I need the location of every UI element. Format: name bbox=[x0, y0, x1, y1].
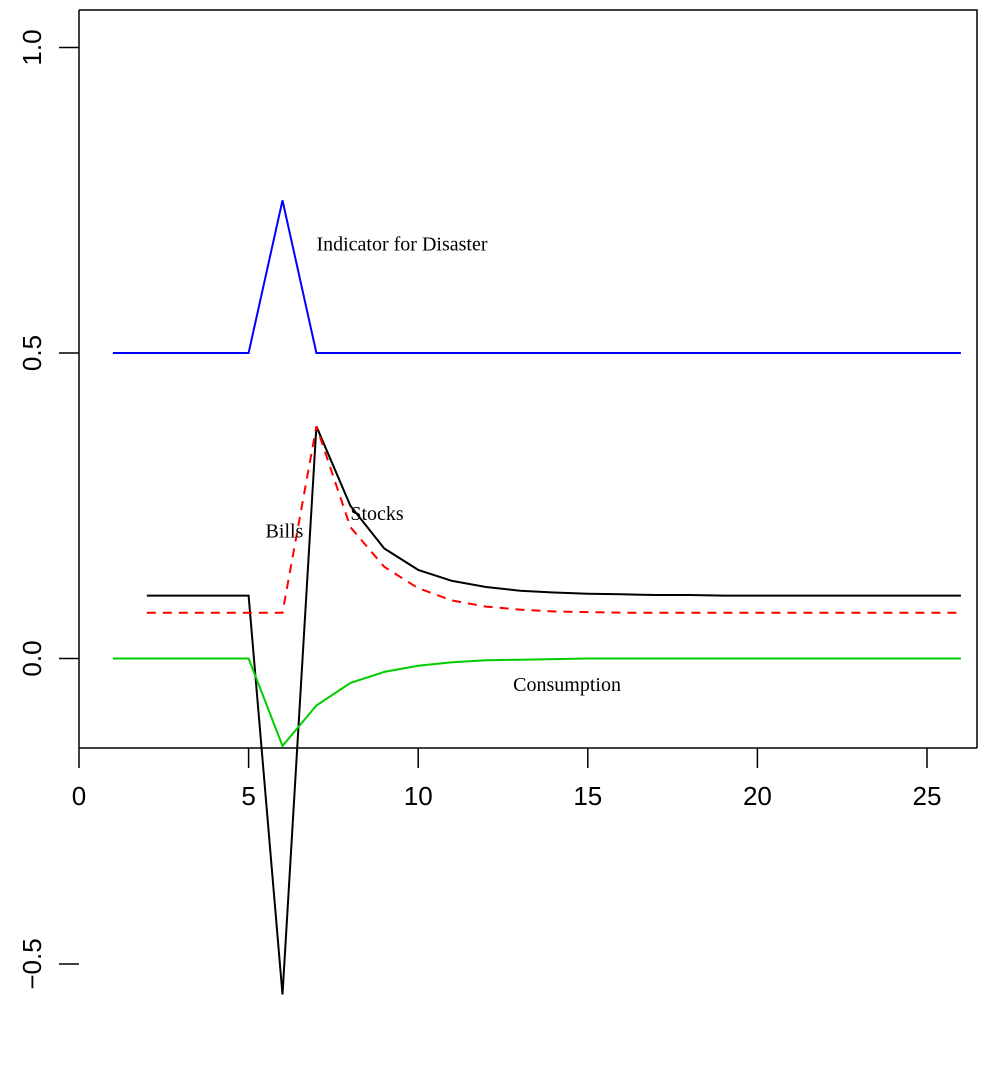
annotations: Indicator for Disaster Stocks Bills Consump… bbox=[266, 233, 621, 696]
x-tick-label: 0 bbox=[72, 781, 86, 811]
series-line-indicator-for-disaster bbox=[112, 200, 961, 354]
y-tick-label: −0.5 bbox=[17, 938, 47, 989]
x-tick-label: 15 bbox=[573, 781, 602, 811]
x-tick-label: 20 bbox=[743, 781, 772, 811]
series-line-consumption bbox=[112, 657, 961, 748]
y-tick-label: 0.0 bbox=[17, 640, 47, 676]
annotation-bills: Bills bbox=[266, 521, 304, 543]
y-tick-label: 1.0 bbox=[17, 29, 47, 65]
series-line-stocks bbox=[146, 425, 961, 995]
series-layer bbox=[112, 200, 961, 995]
y-tick-label: 0.5 bbox=[17, 335, 47, 371]
series-line-bills bbox=[146, 425, 961, 614]
x-tick-label: 25 bbox=[913, 781, 942, 811]
x-tick-label: 10 bbox=[404, 781, 433, 811]
axes: 0 5 10 15 20 25 −0.5 0.0 0.5 1.0 bbox=[17, 9, 978, 990]
plot-frame bbox=[79, 9, 978, 748]
annotation-consumption: Consumption bbox=[513, 674, 621, 696]
annotation-indicator-for-disaster: Indicator for Disaster bbox=[316, 233, 487, 255]
annotation-stocks: Stocks bbox=[350, 503, 404, 525]
x-tick-label: 5 bbox=[241, 781, 255, 811]
